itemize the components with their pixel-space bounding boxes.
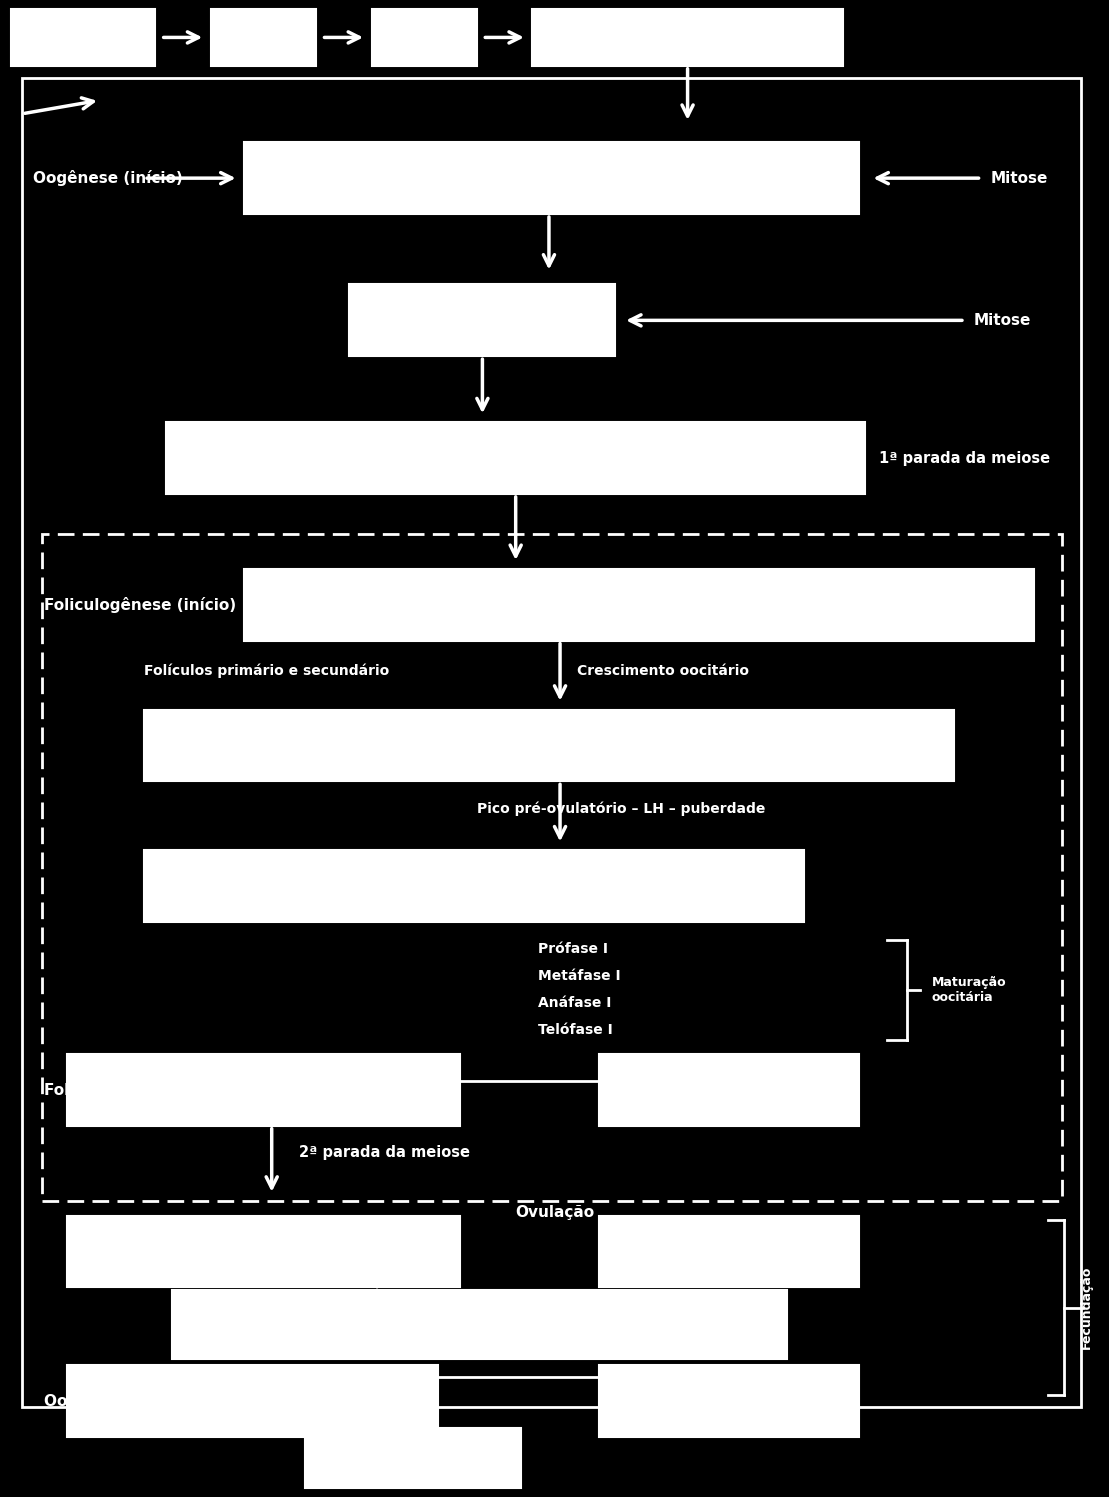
FancyBboxPatch shape <box>11 9 155 66</box>
Text: Folículos primário e secundário: Folículos primário e secundário <box>144 663 389 678</box>
FancyBboxPatch shape <box>172 1290 787 1359</box>
FancyBboxPatch shape <box>599 1365 859 1437</box>
Text: Foliculogênese (fim): Foliculogênese (fim) <box>44 1082 218 1097</box>
Text: Anáfase I: Anáfase I <box>538 996 611 1010</box>
FancyBboxPatch shape <box>532 9 843 66</box>
Text: Crescimento oocitário: Crescimento oocitário <box>577 663 749 678</box>
FancyBboxPatch shape <box>67 1365 438 1437</box>
Text: 2ª retomada da meiose: 2ª retomada da meiose <box>294 1305 477 1320</box>
FancyBboxPatch shape <box>372 9 477 66</box>
FancyBboxPatch shape <box>244 569 1034 641</box>
Text: Maturação
oocitária: Maturação oocitária <box>932 976 1006 1004</box>
Text: Prófase I: Prófase I <box>538 942 608 957</box>
FancyBboxPatch shape <box>144 850 804 922</box>
Text: Mitose: Mitose <box>990 171 1048 186</box>
Text: Telófase I: Telófase I <box>538 1022 612 1037</box>
Text: Pico pré-ovulatório – LH – puberdade: Pico pré-ovulatório – LH – puberdade <box>477 801 765 816</box>
Text: Oogênese (início): Oogênese (início) <box>33 171 183 186</box>
FancyBboxPatch shape <box>599 1216 859 1287</box>
Text: Foliculogênese (início): Foliculogênese (início) <box>44 597 236 612</box>
FancyBboxPatch shape <box>349 284 615 356</box>
FancyBboxPatch shape <box>599 1054 859 1126</box>
FancyBboxPatch shape <box>305 1428 521 1488</box>
FancyBboxPatch shape <box>244 142 859 214</box>
Text: 2ª parada da meiose: 2ª parada da meiose <box>299 1145 470 1160</box>
Text: Fecundação: Fecundação <box>1080 1266 1093 1349</box>
FancyBboxPatch shape <box>211 9 316 66</box>
Text: Mitose: Mitose <box>974 313 1031 328</box>
Text: 1ª parada da meiose: 1ª parada da meiose <box>879 451 1050 466</box>
Text: Ovulação: Ovulação <box>515 1205 594 1220</box>
FancyBboxPatch shape <box>67 1054 460 1126</box>
FancyBboxPatch shape <box>166 422 865 494</box>
FancyBboxPatch shape <box>67 1216 460 1287</box>
Text: Oogênese (fim): Oogênese (fim) <box>44 1394 176 1409</box>
FancyBboxPatch shape <box>144 710 954 781</box>
Text: Metáfase I: Metáfase I <box>538 969 621 984</box>
